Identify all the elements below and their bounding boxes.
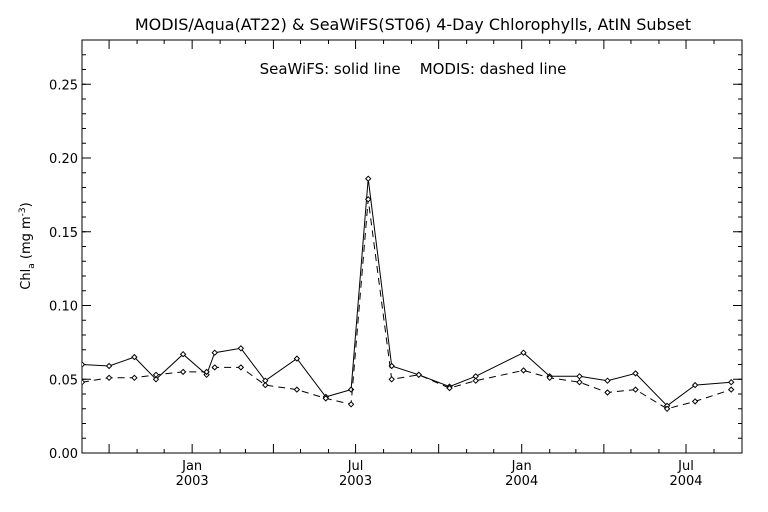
data-point-dashed [203,368,210,376]
y-axis: 0.00 0.05 0.10 0.15 0.20 0.25 [49,39,742,462]
x-tick-label-month: Jul [347,459,364,474]
y-tick-label: 0.00 [49,447,78,462]
series-line-solid [82,178,732,407]
x-tick-label-year: 2003 [339,474,372,489]
data-point-dashed [632,386,639,393]
data-point-solid [520,349,527,356]
data-point-dashed [663,405,671,413]
data-point-solid [293,355,301,362]
y-tick-label: 0.15 [49,226,78,241]
data-point-dashed [727,386,735,393]
data-point-solid [347,386,355,393]
x-tick-label-month: Jan [181,459,202,474]
data-point-dashed [520,367,527,374]
data-point-dashed [293,386,301,393]
x-tick-label-month: Jul [677,459,694,474]
data-point-solid [364,175,372,182]
chart-title: MODIS/Aqua(AT22) & SeaWiFS(ST06) 4-Day C… [135,15,691,34]
data-point-solid [82,361,86,368]
x-tick-label-month: Jan [511,459,532,474]
data-point-dashed [211,364,218,371]
data-point-dashed [82,378,86,386]
data-point-solid [727,378,735,386]
y-axis-label: Chla (mg m-3) [18,202,37,289]
data-point-solid [604,377,611,384]
data-point-dashed [364,196,372,203]
data-point-solid [576,373,583,380]
data-point-dashed [691,398,699,405]
y-axis-label-sub: a [27,263,37,269]
y-tick-label: 0.05 [49,373,78,388]
data-point-solid [237,345,245,352]
y-axis-label-close: ) [19,202,34,207]
series-layer [82,175,735,413]
plot-frame [81,39,743,454]
data-point-dashed [415,371,423,379]
x-tick-label-year: 2004 [669,474,702,489]
data-point-solid [179,350,187,358]
data-point-dashed [179,368,187,376]
data-point-dashed [322,395,330,402]
data-point-solid [131,353,138,361]
data-point-dashed [152,371,160,379]
y-axis-label-main: Chl [19,269,34,290]
data-point-solid [691,381,699,389]
series-line-dashed [82,199,732,410]
data-point-dashed [262,381,269,389]
y-tick-label: 0.20 [49,152,78,167]
x-tick-label-year: 2004 [505,474,538,489]
data-point-solid [211,349,218,356]
data-point-dashed [131,374,138,382]
y-axis-label-units: (mg m [19,216,34,263]
data-point-dashed [546,374,553,382]
data-point-solid [105,362,113,370]
y-tick-label: 0.10 [49,300,78,315]
data-point-dashed [388,376,395,383]
data-point-dashed [576,378,583,386]
legend-text: SeaWiFS: solid line MODIS: dashed line [260,60,567,78]
data-point-solid [152,376,160,383]
data-point-dashed [472,377,479,384]
data-point-dashed [604,389,611,396]
data-point-solid [632,370,639,377]
y-axis-label-sup: -3 [18,207,28,216]
data-point-dashed [105,374,113,382]
y-tick-label: 0.25 [49,78,78,93]
data-point-dashed [347,401,355,408]
x-tick-label-year: 2003 [176,474,209,489]
data-point-dashed [446,384,453,392]
data-point-dashed [237,364,245,371]
